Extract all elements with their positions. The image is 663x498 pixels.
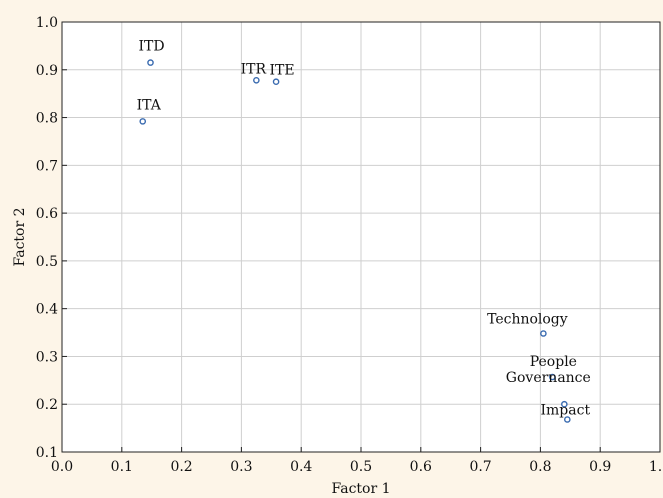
- y-tick-label: 0.4: [36, 302, 58, 318]
- x-tick-label: 0.5: [350, 459, 372, 475]
- y-tick-label: 0.5: [36, 254, 58, 270]
- point-label: ITE: [270, 63, 295, 79]
- scatter-point-ita: ITA: [137, 97, 162, 125]
- scatter-point-itd: ITD: [138, 39, 165, 66]
- x-tick-label: 0.4: [290, 459, 312, 475]
- scatter-point-people: People: [530, 354, 577, 381]
- point-marker: [253, 76, 260, 84]
- point-marker: [147, 59, 154, 66]
- x-tick-label: 0.8: [529, 459, 551, 475]
- x-tick-label: 0.6: [410, 459, 432, 475]
- scatter-point-itr: ITR: [241, 61, 267, 84]
- point-marker: [561, 400, 568, 408]
- y-tick-label: 0.6: [36, 206, 58, 222]
- x-tick-label: 0.7: [469, 459, 491, 475]
- scatter-point-impact: Impact: [541, 403, 591, 423]
- y-axis-title: Factor 2: [12, 207, 28, 266]
- y-tick-label: 1.0: [36, 15, 58, 31]
- x-tick-label: 0.3: [230, 459, 252, 475]
- point-marker: [564, 416, 571, 423]
- x-tick-label: 0.1: [111, 459, 133, 475]
- scatter-point-technology: Technology: [487, 312, 568, 337]
- y-tick-label: 0.3: [36, 349, 58, 365]
- y-tick-labels: 0.1 0.2 0.3 0.4 0.5 0.6 0.7 0.8 0.9 1.0: [36, 15, 58, 461]
- x-axis-title: Factor 1: [331, 481, 390, 497]
- y-tick-label: 0.8: [36, 111, 58, 127]
- x-tick-label: 0.9: [589, 459, 611, 475]
- point-label: Governance: [506, 370, 591, 386]
- point-label: People: [530, 354, 577, 370]
- point-label: Technology: [487, 312, 568, 328]
- scatter-point-governance: Governance: [506, 370, 591, 408]
- axis-ticks: [61, 21, 661, 453]
- scatter-point-ite: ITE: [270, 63, 295, 86]
- y-tick-label: 0.9: [36, 63, 58, 79]
- point-marker: [272, 78, 280, 86]
- point-label: ITD: [138, 39, 164, 55]
- x-tick-label: 0.0: [51, 459, 73, 475]
- point-marker: [139, 118, 147, 125]
- point-marker: [540, 330, 547, 337]
- y-tick-label: 0.7: [36, 158, 58, 174]
- y-tick-label: 0.1: [36, 445, 58, 461]
- point-marker: [549, 373, 556, 381]
- point-label: Impact: [541, 403, 591, 419]
- point-label: ITA: [137, 97, 162, 113]
- y-tick-label: 0.2: [36, 397, 58, 413]
- x-tick-label: 1.0: [649, 459, 663, 475]
- x-tick-label: 0.2: [170, 459, 192, 475]
- x-tick-labels: 0.0 0.1 0.2 0.3 0.4 0.5 0.6 0.7 0.8 0.9 1.0: [51, 459, 663, 475]
- point-label: ITR: [241, 61, 267, 77]
